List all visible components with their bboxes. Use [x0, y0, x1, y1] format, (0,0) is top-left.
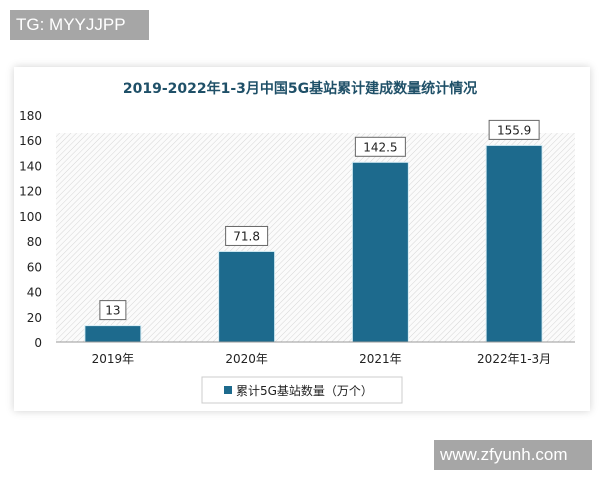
data-label: 142.5 [363, 140, 397, 154]
data-label-box [99, 300, 127, 321]
x-tick-label: 2020年 [225, 352, 268, 366]
y-tick-label: 40 [27, 286, 42, 300]
x-tick-label: 2019年 [92, 352, 135, 366]
data-label: 155.9 [497, 123, 531, 137]
x-tick-label: 2021年 [359, 352, 402, 366]
chart-title: 2019-2022年1-3月中国5G基站累计建成数量统计情况 [123, 80, 477, 97]
bar [351, 161, 409, 343]
data-label-box [488, 119, 540, 140]
y-tick-label: 120 [19, 185, 42, 199]
y-tick-label: 140 [19, 159, 42, 173]
y-tick-label: 20 [27, 311, 42, 325]
y-tick-label: 0 [34, 336, 42, 350]
legend-swatch [224, 386, 232, 394]
y-tick-label: 80 [27, 235, 42, 249]
y-tick-label: 60 [27, 260, 42, 274]
y-tick-label: 100 [19, 210, 42, 224]
bar [218, 250, 276, 343]
watermark-bottom: www.zfyunh.com [434, 440, 592, 470]
data-label: 13 [105, 304, 120, 318]
y-tick-label: 180 [19, 109, 42, 123]
bar [485, 144, 543, 343]
legend-label: 累计5G基站数量（万个） [236, 383, 373, 398]
y-tick-label: 160 [19, 134, 42, 148]
data-label-box [354, 136, 406, 157]
data-label: 71.8 [233, 229, 260, 243]
legend [201, 376, 403, 404]
watermark-top: TG: MYYJJPP [10, 10, 149, 40]
x-tick-label: 2022年1-3月 [477, 352, 551, 366]
bar [84, 325, 142, 343]
data-label-box [225, 225, 269, 246]
